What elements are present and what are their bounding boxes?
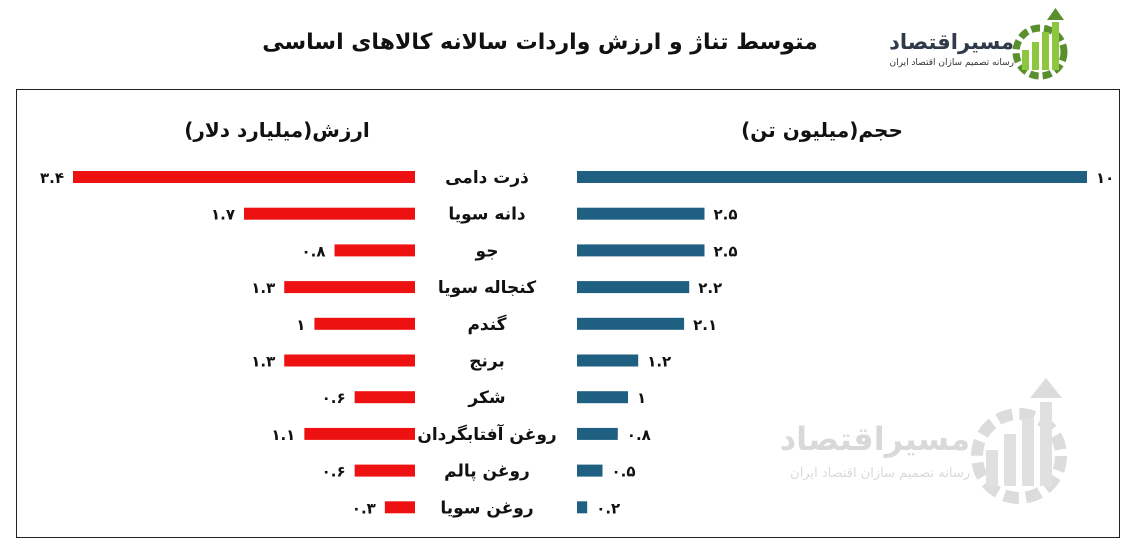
- value-bar: [334, 244, 415, 257]
- chart-title: متوسط تناژ و ارزش واردات سالانه کالاهای …: [262, 30, 818, 55]
- value-bar: [284, 281, 415, 294]
- category-label: ذرت دامی: [445, 168, 529, 188]
- volume-bar: [577, 391, 628, 404]
- volume-value-label: ۲.۱: [693, 316, 717, 334]
- category-label: برنج: [469, 352, 505, 372]
- chart-frame: حجم(میلیون تن) ارزش(میلیارد دلار) ذرت دا…: [16, 89, 1120, 538]
- category-label: روغن پالم: [444, 462, 530, 482]
- volume-bar: [577, 171, 1087, 183]
- value-bar: [284, 354, 415, 367]
- value-bars: ۳.۴ ۱.۷ ۰.۸ ۱.۳ ۱ ۱.۳ ۰.۶ ۱.۱ ۰.۶ ۰.۳: [40, 169, 415, 517]
- category-labels: ذرت دامی دانه سویا جو کنجاله سویا گندم برنج شک…: [417, 168, 556, 518]
- volume-bar: [577, 317, 685, 330]
- watermark-tagline: رسانه تصمیم سازان اقتصاد ایران: [790, 466, 970, 481]
- volume-value-label: ۲.۲: [698, 279, 722, 297]
- brand-logo: مسیراقتصاد رسانه تصمیم سازان اقتصاد ایرا…: [862, 6, 1072, 82]
- volume-value-label: ۱.۲: [647, 353, 671, 371]
- category-label: روغن آفتابگردان: [417, 423, 556, 445]
- volume-panel-title: حجم(میلیون تن): [741, 118, 903, 142]
- watermark-gear-icon: [971, 378, 1067, 504]
- category-label: کنجاله سویا: [438, 278, 536, 298]
- value-value-label: ۳.۴: [40, 169, 64, 187]
- volume-bars: ۱۰ ۲.۵ ۲.۵ ۲.۲ ۲.۱ ۱.۲۱ ۰.۸ ۰.۵ ۰.۲: [577, 169, 1114, 517]
- volume-bar: [577, 427, 618, 440]
- value-bar: [244, 207, 415, 220]
- value-panel-title: ارزش(میلیارد دلار): [184, 118, 370, 142]
- volume-bar: [577, 464, 603, 477]
- value-bar: [354, 391, 415, 404]
- volume-value-label: ۲.۵: [714, 242, 738, 260]
- category-label: شکر: [467, 388, 505, 408]
- volume-bar: [577, 354, 639, 367]
- value-value-label: ۰.۳: [352, 499, 376, 517]
- category-label: گندم: [467, 314, 506, 335]
- value-value-label: ۰.۶: [322, 463, 346, 481]
- volume-value-label: ۱۰: [1096, 169, 1114, 187]
- value-value-label: ۱.۳: [251, 279, 275, 297]
- watermark: مسیراقتصاد رسانه تصمیم سازان اقتصاد ایرا…: [728, 376, 1098, 506]
- value-bar: [304, 427, 415, 440]
- volume-value-label: ۲.۵: [714, 206, 738, 224]
- value-bar: [314, 317, 415, 330]
- value-value-label: ۱.۷: [211, 206, 235, 224]
- volume-bar: [577, 281, 690, 294]
- volume-value-label: ۰.۸: [627, 426, 651, 444]
- value-value-label: ۱.۳: [251, 353, 275, 371]
- gear-chart-icon: [1012, 8, 1068, 80]
- value-value-label: ۱: [296, 316, 305, 334]
- category-label: دانه سویا: [448, 205, 526, 225]
- chart-area: حجم(میلیون تن) ارزش(میلیارد دلار) ذرت دا…: [40, 118, 1114, 518]
- category-label: روغن سویا: [440, 498, 533, 518]
- volume-value-label: ۱: [637, 389, 646, 407]
- volume-bar: [577, 244, 705, 257]
- value-bar: [384, 501, 415, 514]
- category-label: جو: [475, 241, 499, 261]
- logo-tagline: رسانه تصمیم سازان اقتصاد ایران: [889, 58, 1014, 68]
- volume-value-label: ۰.۵: [612, 463, 636, 481]
- value-value-label: ۰.۶: [322, 389, 346, 407]
- watermark-name: مسیراقتصاد: [779, 420, 970, 458]
- value-value-label: ۱.۱: [271, 426, 295, 444]
- value-bar: [73, 171, 415, 183]
- logo-name: مسیراقتصاد: [889, 30, 1014, 54]
- value-value-label: ۰.۸: [302, 242, 326, 260]
- value-bar: [354, 464, 415, 477]
- volume-value-label: ۰.۲: [596, 499, 620, 517]
- volume-bar: [577, 501, 588, 514]
- volume-bar: [577, 207, 705, 220]
